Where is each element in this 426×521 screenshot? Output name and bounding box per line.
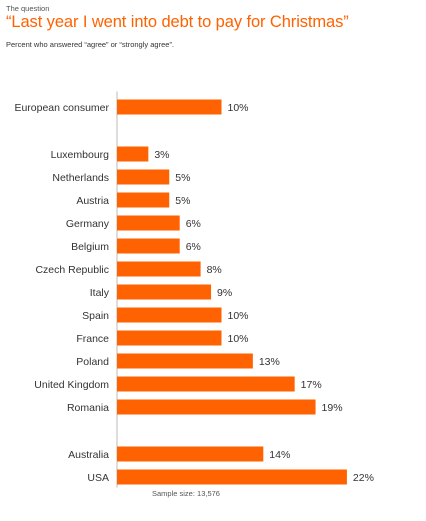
value-label-united-kingdom: 17% <box>301 379 322 391</box>
bar-germany <box>117 215 180 231</box>
chart-title: “Last year I went into debt to pay for C… <box>6 13 349 31</box>
bar-european-consumer <box>117 99 222 115</box>
value-label-european-consumer: 10% <box>228 102 249 114</box>
value-label-belgium: 6% <box>186 241 201 253</box>
category-label-belgium: Belgium <box>71 241 109 253</box>
value-label-luxembourg: 3% <box>154 149 169 161</box>
sample-size-note: Sample size: 13,576 <box>152 489 220 498</box>
value-label-france: 10% <box>228 333 249 345</box>
category-label-luxembourg: Luxembourg <box>51 149 110 161</box>
bar-australia <box>117 446 264 462</box>
category-label-australia: Australia <box>68 449 109 461</box>
value-label-italy: 9% <box>217 287 232 299</box>
value-label-australia: 14% <box>269 449 290 461</box>
value-label-austria: 5% <box>175 195 190 207</box>
category-label-austria: Austria <box>76 195 109 207</box>
chart-subtitle: Percent who answered “agree” or “strongl… <box>6 40 174 49</box>
category-label-romania: Romania <box>67 402 109 414</box>
value-label-poland: 13% <box>259 356 280 368</box>
value-label-germany: 6% <box>186 218 201 230</box>
bar-netherlands <box>117 169 170 185</box>
bar-luxembourg <box>117 146 149 162</box>
chart-layer: European consumer 10% Luxembourg 3% Netherla… <box>14 91 374 488</box>
bar-spain <box>117 307 222 323</box>
category-label-spain: Spain <box>82 310 109 322</box>
bar-italy <box>117 284 212 300</box>
bar-austria <box>117 192 170 208</box>
bar-belgium <box>117 238 180 254</box>
bar-france <box>117 330 222 346</box>
value-label-usa: 22% <box>353 472 374 484</box>
category-label-germany: Germany <box>66 218 110 230</box>
chart-kicker: The question <box>6 4 50 13</box>
bar-united-kingdom <box>117 376 295 392</box>
value-label-spain: 10% <box>228 310 249 322</box>
bar-usa <box>117 469 347 485</box>
category-label-italy: Italy <box>90 287 110 299</box>
value-label-romania: 19% <box>322 402 343 414</box>
category-label-france: France <box>76 333 109 345</box>
category-label-usa: USA <box>87 472 109 484</box>
bar-czech-republic <box>117 261 201 277</box>
bar-romania <box>117 399 316 415</box>
value-label-czech-republic: 8% <box>207 264 222 276</box>
category-label-european-consumer: European consumer <box>14 102 109 114</box>
category-label-united-kingdom: United Kingdom <box>34 379 109 391</box>
bar-poland <box>117 353 253 369</box>
category-label-czech-republic: Czech Republic <box>35 264 109 276</box>
category-label-netherlands: Netherlands <box>52 172 109 184</box>
category-label-poland: Poland <box>76 356 109 368</box>
value-label-netherlands: 5% <box>175 172 190 184</box>
